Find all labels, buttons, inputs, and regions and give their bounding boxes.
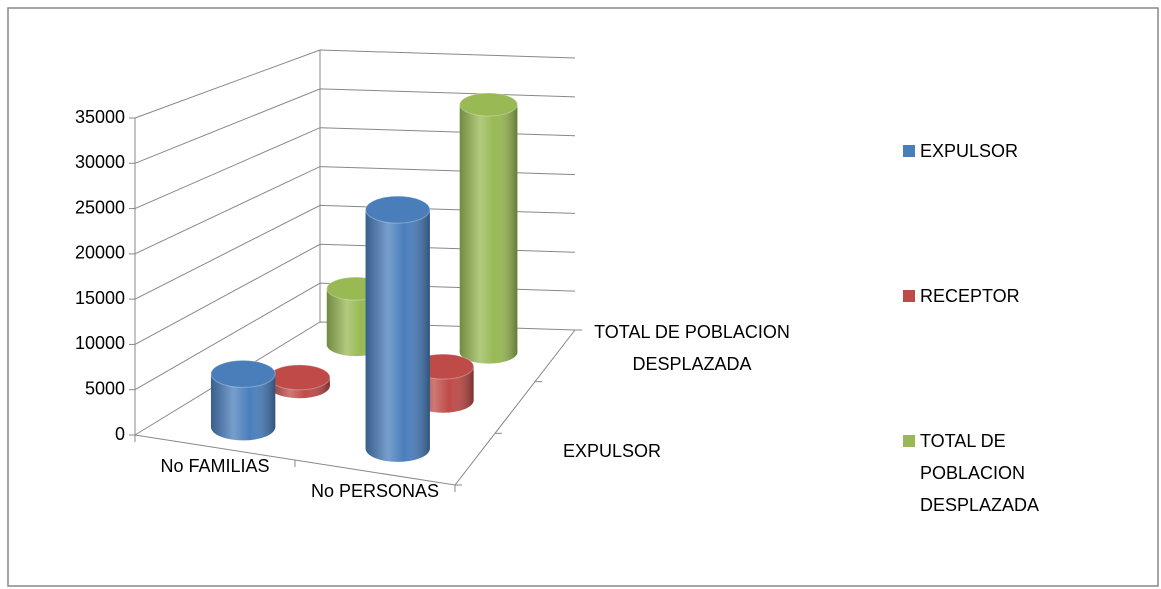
bar-top bbox=[459, 92, 518, 117]
legend-swatch bbox=[903, 435, 915, 447]
legend-label: RECEPTOR bbox=[920, 286, 1020, 306]
y-tick-label: 10000 bbox=[75, 333, 125, 353]
depth-tick-label: EXPULSOR bbox=[562, 441, 662, 462]
legend-label: TOTAL DE POBLACION DESPLAZADA bbox=[920, 431, 1040, 515]
x-tick-label: No FAMILIAS bbox=[160, 455, 270, 476]
bar bbox=[459, 92, 518, 364]
y-tick-label: 0 bbox=[115, 424, 125, 444]
depth-tick-label: TOTAL DE POBLACION DESPLAZADA bbox=[594, 321, 790, 374]
bar-top bbox=[365, 195, 431, 224]
legend-swatch bbox=[903, 290, 915, 302]
y-tick-label: 25000 bbox=[75, 197, 125, 217]
x-tick-label: No PERSONAS bbox=[310, 480, 440, 501]
bar-top bbox=[268, 364, 331, 391]
bar-top bbox=[210, 359, 276, 388]
bar bbox=[268, 364, 331, 399]
bar bbox=[210, 359, 276, 441]
legend-swatch bbox=[903, 145, 915, 157]
y-tick-label: 5000 bbox=[85, 378, 125, 398]
bar-body-shade bbox=[459, 104, 518, 353]
y-tick-label: 20000 bbox=[75, 243, 125, 263]
bar-body-shade bbox=[365, 209, 430, 449]
bar bbox=[365, 195, 431, 462]
chart-border bbox=[7, 7, 1159, 587]
y-tick-label: 35000 bbox=[75, 107, 125, 127]
y-tick-label: 30000 bbox=[75, 152, 125, 172]
legend-label: EXPULSOR bbox=[920, 141, 1019, 161]
y-tick-label: 15000 bbox=[75, 288, 125, 308]
